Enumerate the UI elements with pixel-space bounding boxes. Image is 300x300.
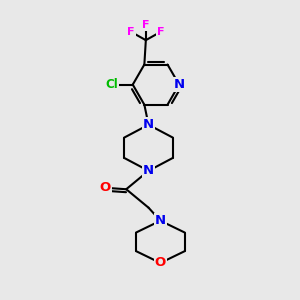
Text: O: O xyxy=(155,256,166,269)
Text: F: F xyxy=(127,27,135,37)
Text: N: N xyxy=(143,118,154,131)
Text: N: N xyxy=(155,214,166,227)
Text: O: O xyxy=(99,181,110,194)
Text: N: N xyxy=(143,164,154,177)
Text: Cl: Cl xyxy=(105,78,118,91)
Text: F: F xyxy=(157,27,164,37)
Text: F: F xyxy=(142,20,150,30)
Text: N: N xyxy=(174,78,185,91)
